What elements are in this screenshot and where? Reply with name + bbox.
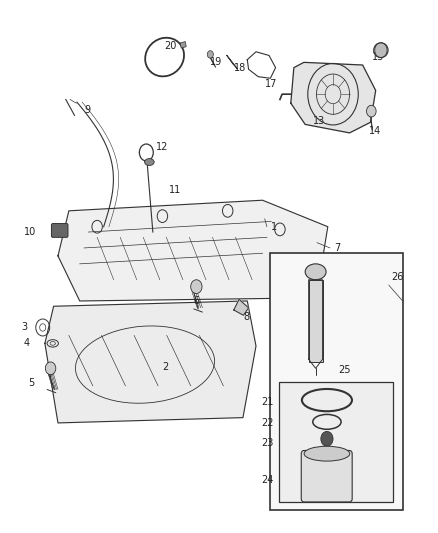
Text: 15: 15 [372, 52, 384, 62]
Bar [309, 280, 322, 362]
Text: 20: 20 [165, 42, 177, 52]
Circle shape [46, 362, 56, 375]
Text: 12: 12 [156, 142, 168, 152]
Text: 24: 24 [261, 475, 273, 484]
Ellipse shape [145, 159, 154, 165]
Text: 4: 4 [24, 338, 30, 349]
Text: 17: 17 [265, 78, 277, 88]
Text: 6: 6 [193, 296, 199, 306]
Text: 21: 21 [261, 397, 273, 407]
FancyBboxPatch shape [301, 450, 352, 502]
Text: 23: 23 [261, 438, 273, 448]
Text: 26: 26 [391, 272, 403, 282]
FancyBboxPatch shape [51, 223, 68, 237]
Bar [270, 253, 403, 511]
Ellipse shape [304, 446, 350, 461]
Text: 10: 10 [24, 227, 36, 237]
Text: 7: 7 [334, 243, 341, 253]
Text: 19: 19 [210, 58, 223, 67]
Polygon shape [234, 300, 249, 316]
Circle shape [191, 280, 202, 294]
Bar [279, 382, 393, 503]
Text: 14: 14 [369, 126, 381, 136]
Ellipse shape [305, 264, 326, 280]
Polygon shape [58, 200, 328, 301]
Text: 13: 13 [313, 116, 325, 126]
Text: 11: 11 [169, 184, 181, 195]
Text: 9: 9 [84, 105, 90, 115]
Text: 22: 22 [261, 418, 273, 428]
Text: 3: 3 [21, 322, 28, 333]
Polygon shape [45, 301, 256, 423]
Text: 5: 5 [28, 378, 34, 388]
Polygon shape [291, 62, 376, 133]
Text: 2: 2 [162, 362, 169, 372]
Circle shape [321, 431, 333, 446]
Circle shape [367, 106, 376, 117]
Circle shape [207, 51, 213, 58]
Text: 25: 25 [339, 365, 351, 375]
Text: 18: 18 [234, 63, 247, 72]
Text: 8: 8 [243, 312, 249, 322]
Text: 1: 1 [271, 222, 277, 232]
Ellipse shape [374, 43, 388, 58]
Bar [180, 42, 186, 48]
